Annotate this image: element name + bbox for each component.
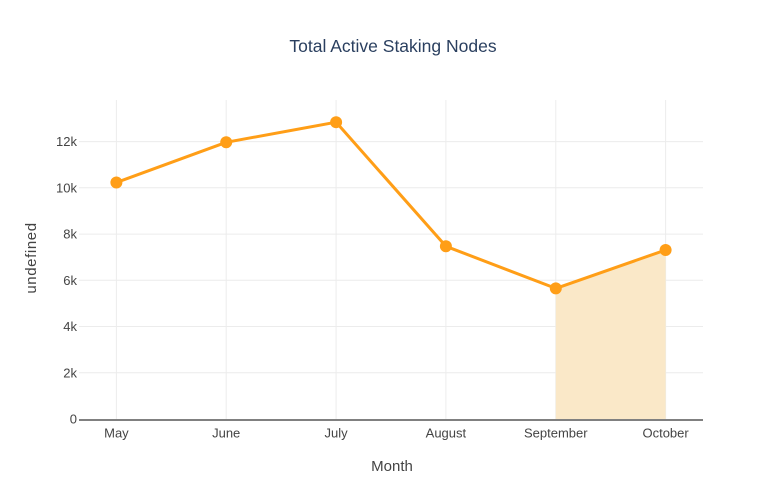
series-line [114, 120, 668, 290]
y-tick-label: 10k [56, 180, 77, 195]
x-tick-label: September [524, 426, 588, 441]
y-tick-label: 8k [63, 227, 77, 242]
x-tick-label: June [212, 426, 240, 441]
y-tick-label: 2k [63, 365, 77, 380]
x-axis-title: Month [371, 458, 413, 475]
y-tick-label: 4k [63, 319, 77, 334]
data-point-marker[interactable] [110, 176, 123, 189]
x-tick-label: October [642, 426, 689, 441]
data-point-marker[interactable] [439, 240, 452, 253]
x-tick-label: August [426, 426, 467, 441]
x-tick-label: July [325, 426, 349, 441]
y-axis-tick-labels: 0 2k 4k 6k 8k 10k 12k [56, 134, 77, 426]
data-point-markers [110, 116, 672, 295]
chart-title: Total Active Staking Nodes [289, 36, 496, 56]
x-axis-tick-labels: May June July August September October [104, 426, 689, 441]
data-point-marker[interactable] [330, 116, 343, 129]
y-tick-label: 0 [70, 412, 77, 427]
x-tick-label: May [104, 426, 129, 441]
y-tick-label: 12k [56, 134, 77, 149]
data-point-marker[interactable] [549, 282, 562, 295]
y-tick-label: 6k [63, 273, 77, 288]
y-axis-title: undefined [23, 222, 40, 293]
area-fill [555, 250, 666, 419]
data-point-marker[interactable] [659, 244, 672, 256]
data-point-marker[interactable] [220, 136, 233, 149]
